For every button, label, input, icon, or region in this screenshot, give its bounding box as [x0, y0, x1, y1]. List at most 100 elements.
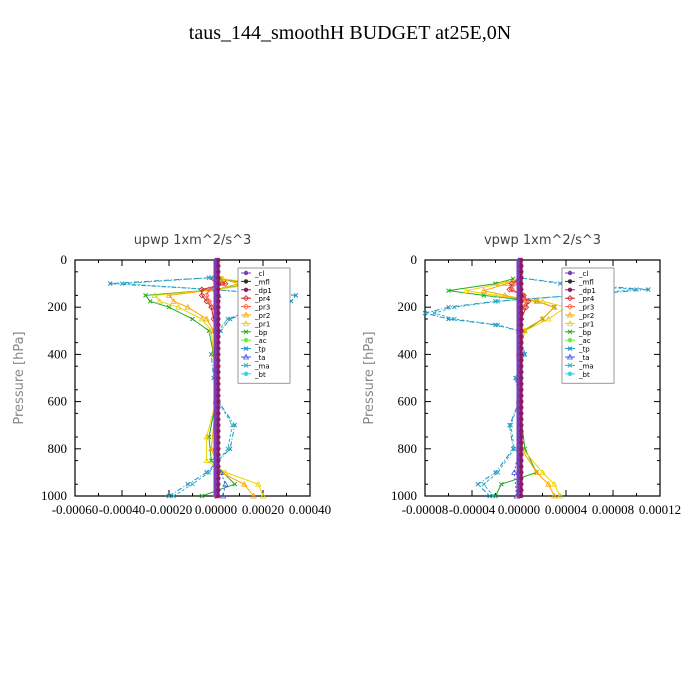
data-point — [216, 287, 221, 292]
data-point — [216, 340, 221, 345]
data-point — [198, 315, 206, 322]
data-point — [216, 369, 221, 375]
data-point — [216, 328, 221, 333]
x-tick-label: 0.00004 — [545, 502, 588, 517]
legend-item-pr3: _pr3 — [241, 303, 270, 312]
legend-marker — [242, 353, 250, 360]
data-point — [216, 470, 221, 475]
y-tick-label: 0 — [411, 252, 418, 267]
data-point — [519, 476, 524, 481]
data-point — [519, 299, 524, 304]
data-point — [232, 481, 238, 487]
data-point — [519, 440, 524, 446]
data-point — [519, 452, 524, 457]
legend-item-ac: _ac — [241, 337, 267, 345]
legend-marker — [243, 329, 249, 335]
data-point — [208, 458, 214, 463]
legend-marker — [567, 346, 573, 351]
legend-label: _bt — [254, 371, 266, 379]
legend-marker — [567, 279, 573, 284]
data-point — [203, 292, 210, 299]
data-point — [198, 292, 205, 299]
data-point — [216, 440, 221, 446]
data-point — [206, 470, 212, 475]
data-point — [519, 328, 524, 333]
data-point — [156, 297, 163, 304]
data-point — [166, 493, 172, 499]
data-point — [480, 287, 487, 294]
legend-item-ac: _ac — [565, 337, 591, 345]
legend-item-pr2: _pr2 — [241, 311, 270, 320]
legend-label: _pr2 — [578, 312, 594, 320]
x-tick-label: 0.00040 — [289, 502, 331, 517]
legend-marker — [243, 363, 249, 368]
legend-marker — [566, 295, 574, 302]
data-point — [170, 297, 177, 304]
data-point — [107, 281, 113, 286]
legend-item-pr1: _pr1 — [565, 320, 594, 328]
data-point — [519, 358, 524, 363]
data-point — [519, 346, 524, 351]
data-point — [519, 387, 524, 392]
legend-marker — [566, 353, 574, 360]
legend-label: _mfl — [254, 278, 270, 286]
data-point — [525, 298, 532, 305]
y-tick-label: 800 — [398, 441, 418, 456]
data-point — [230, 422, 235, 428]
legend-item-pr1: _pr1 — [241, 320, 270, 328]
data-point — [216, 476, 221, 481]
data-point — [225, 316, 231, 322]
legend-item-dp1: _dp1 — [241, 287, 272, 295]
legend-marker — [243, 346, 249, 351]
legend-marker — [242, 320, 250, 326]
data-point — [216, 281, 221, 286]
data-point — [171, 493, 177, 499]
y-tick-label: 200 — [48, 299, 68, 314]
legend-label: _tp — [254, 346, 266, 354]
legend: _cl_mfl_dp1_pr4_pr3_pr2_pr1_bp_ac_tp_ta_… — [561, 267, 615, 384]
data-point — [462, 287, 470, 294]
legend-item-cl: _cl — [565, 270, 588, 278]
data-point — [255, 480, 262, 487]
data-point — [519, 275, 524, 280]
data-point — [495, 322, 501, 328]
data-point — [216, 263, 221, 269]
data-point — [216, 446, 221, 451]
y-tick-label: 0 — [61, 252, 68, 267]
legend-label: _tp — [578, 346, 590, 354]
x-tick-label: -0.00020 — [146, 502, 193, 517]
data-point — [519, 470, 524, 475]
data-point — [216, 493, 221, 499]
data-point — [519, 434, 524, 440]
data-point — [241, 480, 248, 487]
x-tick-label: -0.00040 — [99, 502, 146, 517]
data-point — [216, 399, 221, 404]
data-point — [519, 428, 524, 434]
data-point — [216, 275, 221, 280]
data-point — [175, 303, 182, 310]
data-point — [519, 482, 524, 487]
data-point — [519, 369, 524, 375]
legend-label: _ma — [578, 362, 594, 370]
data-point — [216, 428, 221, 434]
data-point — [205, 286, 213, 293]
data-point — [205, 298, 213, 305]
data-point — [522, 298, 530, 305]
data-point — [208, 445, 215, 452]
data-point — [208, 275, 214, 281]
data-point — [510, 446, 516, 452]
legend-label: _pr4 — [578, 295, 595, 303]
data-point — [216, 411, 221, 416]
data-point — [519, 340, 524, 345]
data-point — [519, 487, 524, 493]
x-tick-label: -0.00004 — [449, 502, 496, 517]
legend-marker — [566, 303, 574, 310]
data-point — [166, 304, 172, 310]
data-point — [519, 381, 524, 387]
panel-title: upwp 1xm^2/s^3 — [134, 233, 252, 248]
data-point — [519, 375, 524, 381]
data-point — [519, 310, 524, 316]
legend-label: _dp1 — [254, 287, 272, 295]
data-point — [545, 480, 552, 487]
y-axis-label: Pressure [hPa] — [12, 331, 27, 424]
